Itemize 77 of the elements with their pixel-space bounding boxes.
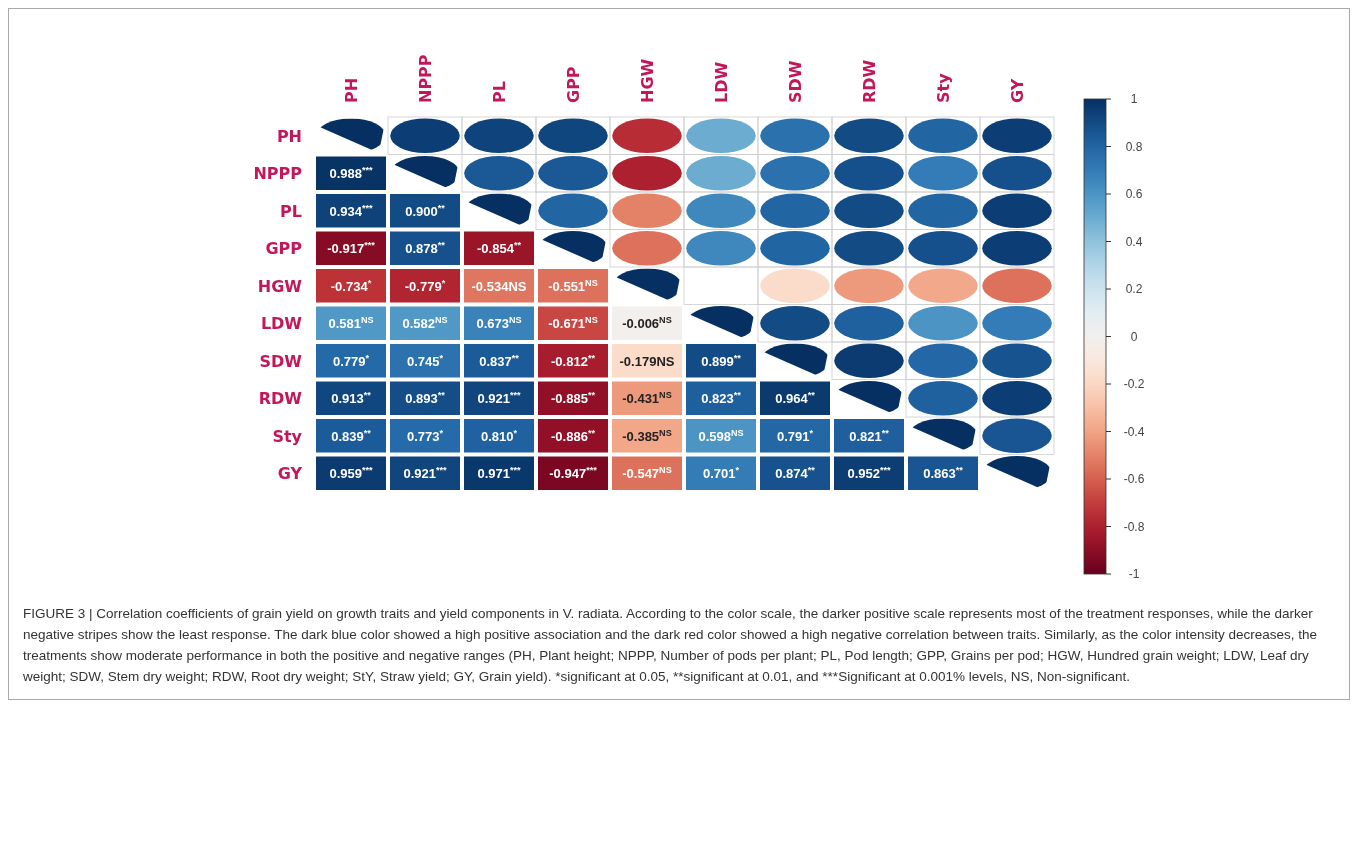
x-tick-label: RDW [860, 59, 879, 103]
data-label: -0.671$^{NS}$ [548, 315, 598, 332]
x-tick-label: Sty [934, 72, 953, 103]
data-label: 0.701$^{*}$ [702, 465, 740, 482]
data-label: 0.921$^{***}$ [403, 465, 448, 482]
y-tick-label: RDW [258, 389, 303, 409]
data-label: -0.917$^{***}$ [327, 240, 376, 257]
x-tick-label: GY [1008, 78, 1027, 103]
y-tick-label: GY [277, 464, 303, 484]
color-bar-label: 0.2 [1125, 282, 1143, 296]
data-label: 0.837$^{**}$ [479, 352, 520, 369]
x-tick-label: PL [490, 81, 509, 103]
color-bar-label: -1 [1128, 567, 1140, 581]
data-label: 0.971$^{***}$ [477, 465, 522, 482]
data-label: 0.839$^{**}$ [331, 427, 372, 444]
color-bar-label: 0.4 [1125, 234, 1143, 249]
x-tick-label: GPP [564, 66, 583, 103]
data-label: 0.810$^{*}$ [480, 427, 518, 444]
x-tick-label: LDW [712, 61, 731, 103]
y-tick-label: SDW [259, 351, 303, 371]
data-label: 0.921$^{***}$ [477, 390, 522, 407]
y-tick-label: NPPP [253, 164, 303, 184]
x-tick-label: HGW [638, 58, 657, 103]
data-label: 0.598$^{NS}$ [698, 427, 744, 444]
color-bar-label: 0.8 [1125, 139, 1143, 154]
color-bar-label: 0.6 [1125, 187, 1143, 201]
caption: FIGURE 3 | Correlation coefficients of grain yield on growth traits and yield components in V. radiata. According to the color scale, the darker positive scale represents most of the treatment responses, while the darker negative stripes show the least response. The dark blue color showed a high positive association and the dark red color showed a high negative correlation between traits. Similarly, as the color intensity decreases, the treatments show moderate performance in both the positive and negative ranges (PH, Plant height; NPPP, Number of pods per plant; PL, Pod length; GPP, Grains per pod; HGW, Hundred grain weight; LDW, Leaf dry weight; SDW, Stem dry weight; RDW, Root dry weight; StY, Straw yield; GY, Grain yield). *significant at 0.05, **significant at 0.01, and ***Significant at 0.001% levels, NS, Non-significant. [23, 605, 1318, 686]
data-label: 0.745$^{*}$ [406, 352, 444, 369]
color-bar-label: 0 [1130, 329, 1138, 344]
y-tick-label: LDW [260, 314, 303, 334]
x-tick-label: SDW [786, 60, 805, 103]
x-tick-label: NPPP [416, 54, 435, 103]
color-bar-label: -0.6 [1123, 472, 1145, 486]
data-label: 0.874$^{**}$ [775, 465, 816, 482]
y-tick-label: GPP [265, 239, 303, 259]
data-label: 0.779$^{*}$ [332, 352, 370, 369]
data-label: 0.863$^{**}$ [923, 465, 964, 482]
data-label: 0.913$^{**}$ [331, 390, 372, 407]
data-label: 0.791$^{*}$ [776, 427, 814, 444]
data-label: 0.773$^{*}$ [406, 427, 444, 444]
data-label: 0.900$^{**}$ [405, 202, 446, 219]
color-bar-label: -0.4 [1123, 424, 1145, 439]
color-bar-label: 1 [1130, 92, 1138, 106]
data-label: 0.582$^{NS}$ [402, 315, 448, 332]
data-label: -0.534NS [471, 278, 527, 294]
y-tick-label: PL [280, 201, 302, 221]
data-label: 0.581$^{NS}$ [328, 315, 374, 332]
data-label: 0.899$^{**}$ [701, 352, 742, 369]
color-bar-label: -0.8 [1123, 519, 1145, 534]
x-tick-label: PH [342, 77, 361, 103]
data-label: 0.959$^{***}$ [329, 465, 374, 482]
color-bar-label: -0.2 [1123, 377, 1145, 391]
data-label: 0.878$^{**}$ [405, 240, 446, 257]
data-label: -0.385$^{NS}$ [622, 427, 672, 444]
data-label: 0.673$^{NS}$ [476, 315, 522, 332]
data-label: 0.988$^{***}$ [329, 165, 374, 182]
data-label: -0.547$^{NS}$ [622, 465, 672, 482]
data-label: -0.431$^{NS}$ [622, 390, 672, 407]
data-label: -0.551$^{NS}$ [548, 277, 598, 294]
data-label: 0.823$^{**}$ [701, 390, 742, 407]
data-label: 0.934$^{***}$ [329, 202, 374, 219]
y-tick-label: Sty [272, 426, 303, 446]
data-label: -0.885$^{**}$ [551, 390, 596, 407]
data-label: -0.179NS [619, 353, 675, 369]
data-label: 0.893$^{**}$ [405, 390, 446, 407]
data-label: 0.952$^{***}$ [847, 465, 892, 482]
data-label: -0.854$^{**}$ [477, 240, 522, 257]
y-tick-label: HGW [257, 276, 303, 296]
data-label: -0.947$^{***}$ [549, 465, 598, 482]
data-label: -0.006$^{NS}$ [622, 315, 672, 332]
data-label: -0.779$^{*}$ [404, 277, 446, 294]
data-label: -0.734$^{*}$ [330, 277, 372, 294]
data-label: 0.964$^{**}$ [775, 390, 816, 407]
y-tick-label: PH [276, 126, 302, 146]
data-label: -0.886$^{**}$ [551, 427, 596, 444]
data-label: -0.812$^{**}$ [551, 352, 596, 369]
data-label: 0.821$^{**}$ [849, 427, 890, 444]
